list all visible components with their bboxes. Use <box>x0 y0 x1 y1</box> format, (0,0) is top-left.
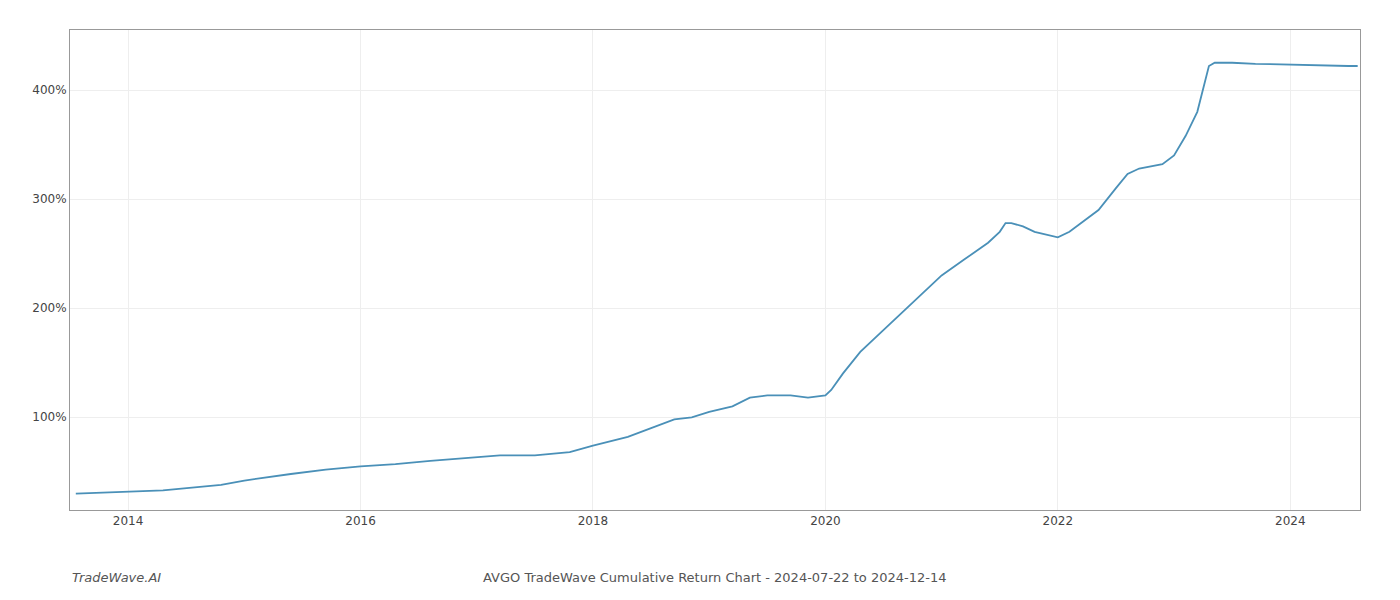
svg-text:2024: 2024 <box>1275 514 1306 528</box>
svg-text:2022: 2022 <box>1043 514 1074 528</box>
svg-text:100%: 100% <box>32 410 66 424</box>
svg-text:400%: 400% <box>32 83 66 97</box>
svg-text:2014: 2014 <box>113 514 144 528</box>
svg-text:300%: 300% <box>32 192 66 206</box>
svg-text:2016: 2016 <box>345 514 376 528</box>
svg-text:AVGO TradeWave Cumulative Retu: AVGO TradeWave Cumulative Return Chart -… <box>483 570 947 585</box>
svg-text:2020: 2020 <box>810 514 841 528</box>
svg-text:TradeWave.AI: TradeWave.AI <box>72 570 161 585</box>
svg-text:2018: 2018 <box>578 514 609 528</box>
svg-text:200%: 200% <box>32 301 66 315</box>
